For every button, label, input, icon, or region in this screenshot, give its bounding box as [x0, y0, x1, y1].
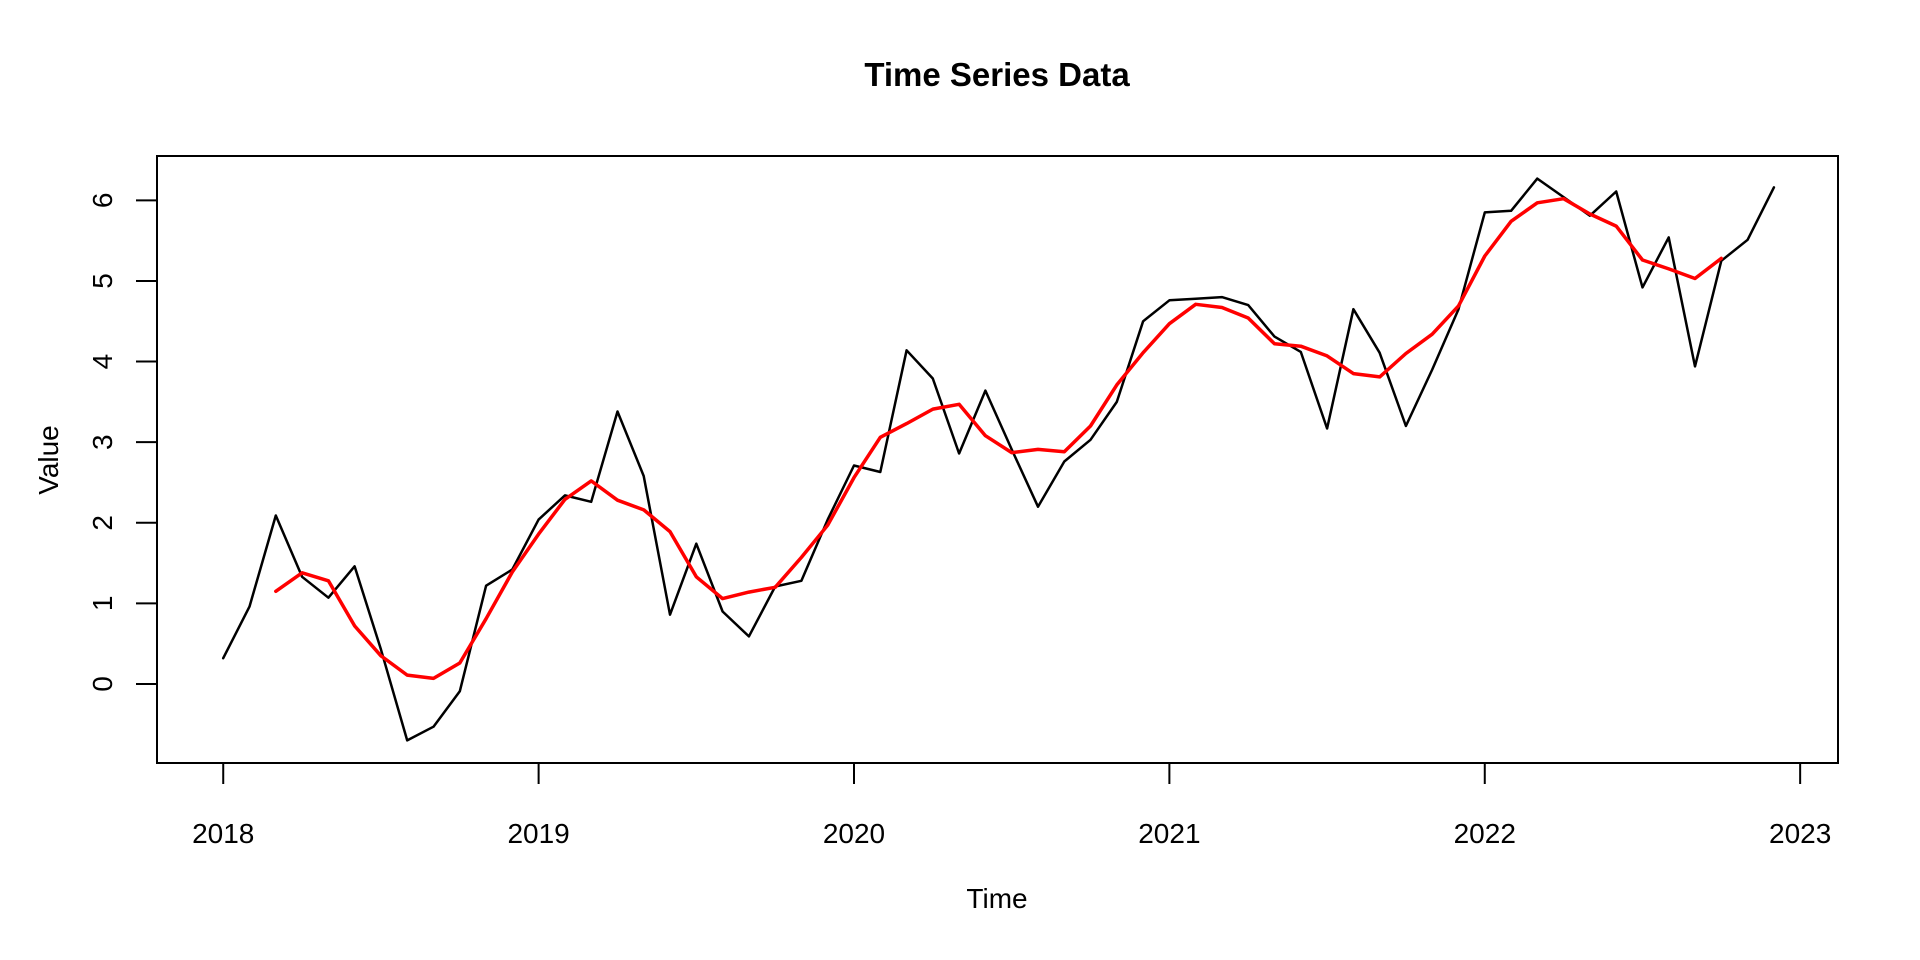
y-tick-label: 0 — [87, 676, 118, 692]
y-tick-label: 1 — [87, 596, 118, 612]
y-axis-title: Value — [33, 425, 64, 495]
x-tick-label: 2020 — [823, 818, 885, 849]
y-tick-label: 5 — [87, 273, 118, 289]
y-axis: 0 1 2 3 4 5 6 — [87, 193, 157, 692]
y-tick-label: 3 — [87, 434, 118, 450]
x-tick-label: 2019 — [507, 818, 569, 849]
series-group — [221, 177, 1776, 742]
x-tick-label: 2022 — [1454, 818, 1516, 849]
y-tick-label: 2 — [87, 515, 118, 531]
y-tick-label: 4 — [87, 354, 118, 370]
x-tick-label: 2018 — [192, 818, 254, 849]
x-tick-label: 2023 — [1769, 818, 1831, 849]
observed-line — [221, 177, 1776, 742]
x-axis-title: Time — [966, 883, 1027, 914]
moving-average-5month-line — [274, 196, 1724, 681]
x-axis: 2018 2019 2020 2021 2022 2023 — [192, 763, 1831, 849]
plot-title: Time Series Data — [864, 56, 1130, 93]
y-tick-label: 6 — [87, 193, 118, 209]
plot-box — [156, 155, 1839, 764]
x-tick-label: 2021 — [1138, 818, 1200, 849]
